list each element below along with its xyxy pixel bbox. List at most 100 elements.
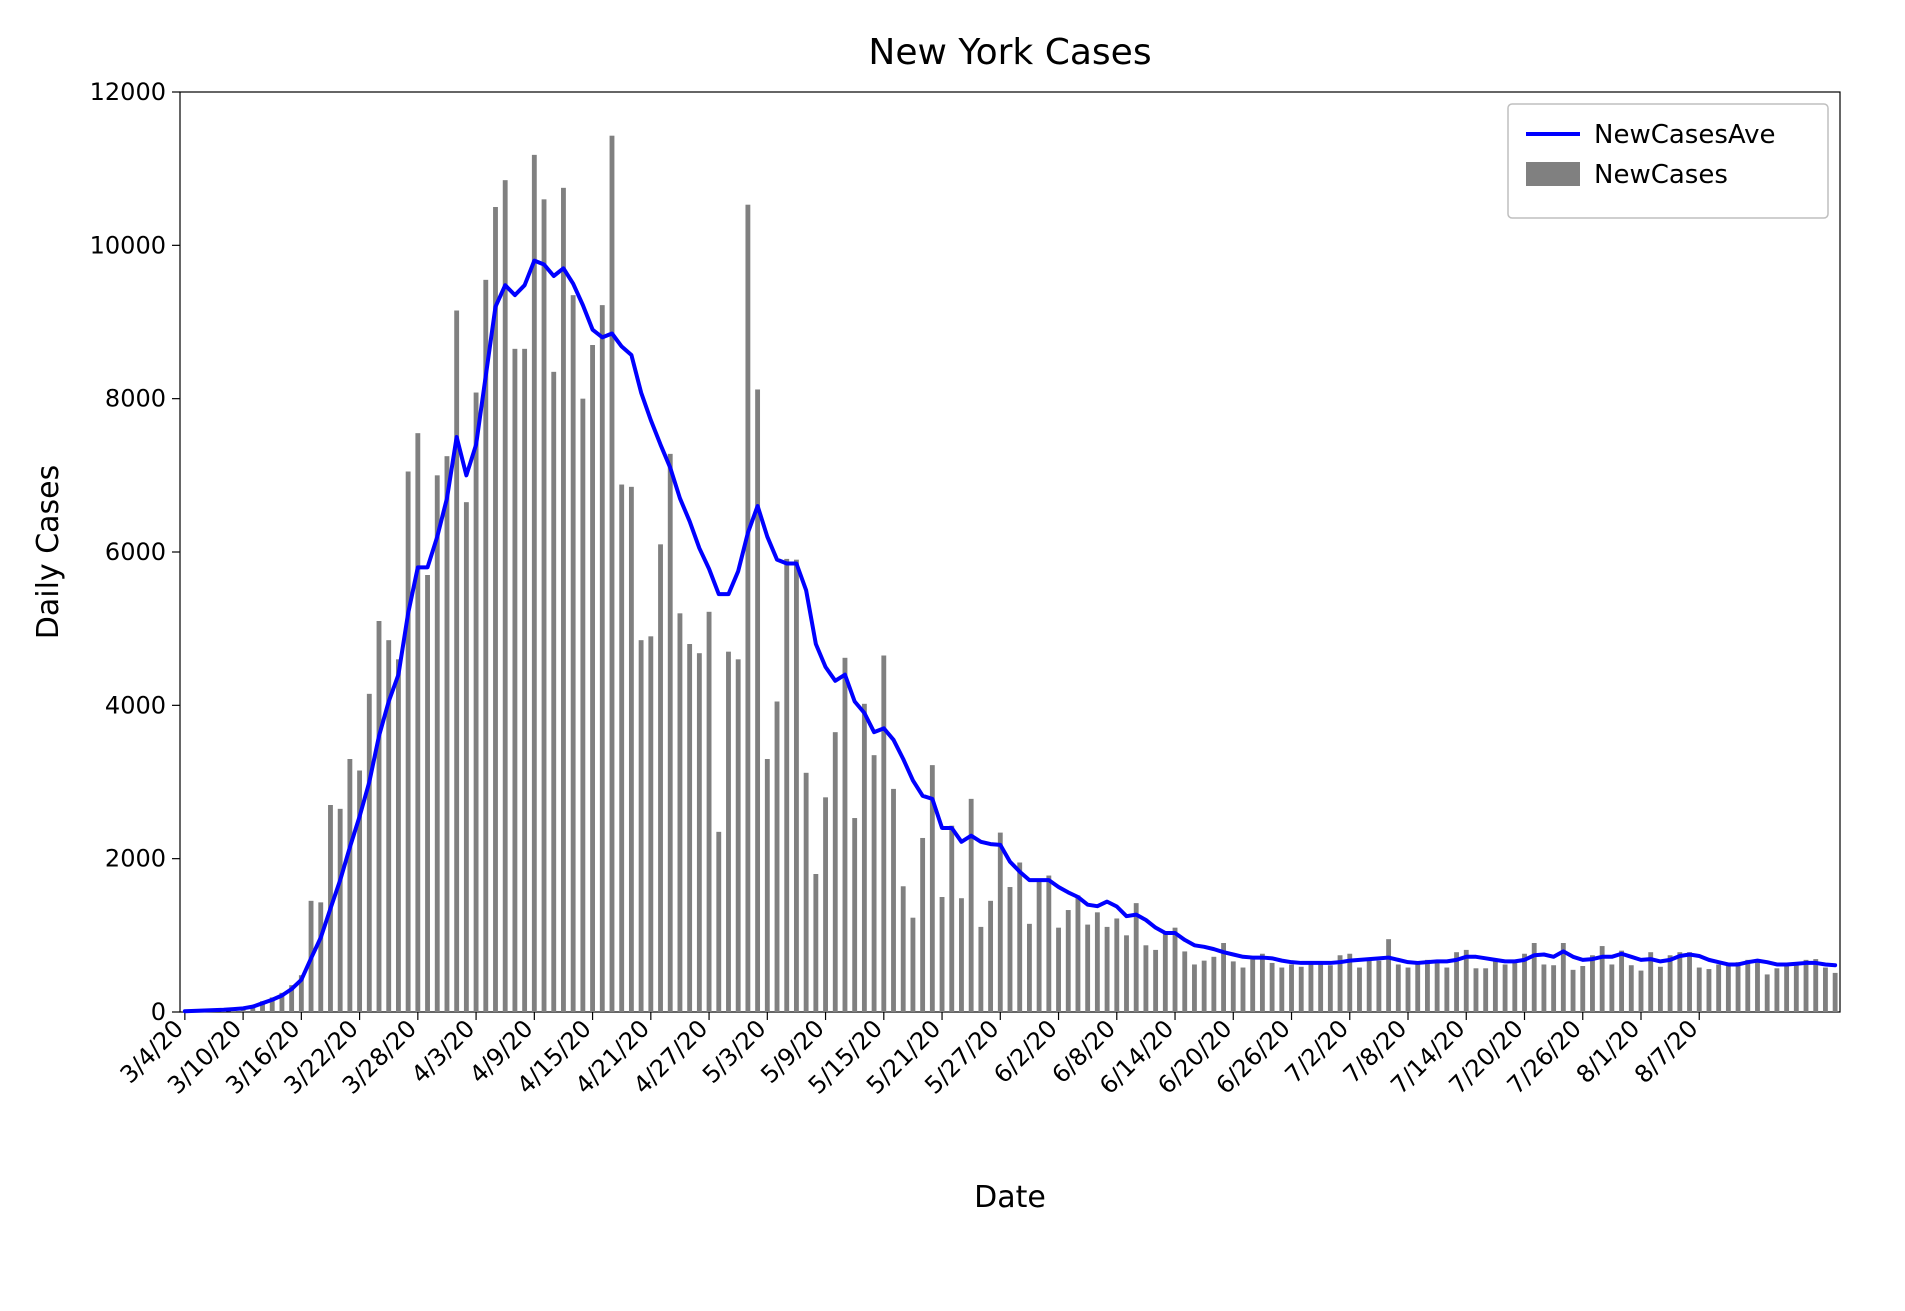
bar <box>580 399 585 1012</box>
bar <box>998 833 1003 1012</box>
bar <box>367 694 372 1012</box>
bar <box>1027 924 1032 1012</box>
bar <box>1425 960 1430 1012</box>
bar <box>755 389 760 1012</box>
bar <box>1435 961 1440 1012</box>
xlabel: Date <box>974 1180 1046 1215</box>
bar <box>1668 955 1673 1012</box>
bar <box>1658 967 1663 1012</box>
bar <box>1571 970 1576 1012</box>
bar <box>1008 887 1013 1012</box>
bar <box>658 544 663 1012</box>
bar <box>1017 863 1022 1013</box>
bar <box>716 832 721 1012</box>
bar <box>532 155 537 1012</box>
bar <box>959 898 964 1012</box>
bar <box>1512 963 1517 1012</box>
bar <box>891 789 896 1012</box>
bar <box>707 612 712 1012</box>
bar <box>940 897 945 1012</box>
bar <box>1736 962 1741 1012</box>
bar <box>804 773 809 1012</box>
bar <box>512 349 517 1012</box>
bar <box>843 658 848 1012</box>
bar <box>522 349 527 1012</box>
bar <box>1406 968 1411 1012</box>
bar <box>1813 959 1818 1012</box>
bar <box>1309 963 1314 1012</box>
bar <box>377 621 382 1012</box>
bar <box>1639 971 1644 1012</box>
bar <box>978 927 983 1012</box>
bar <box>639 640 644 1012</box>
bar <box>1202 961 1207 1012</box>
bar <box>1163 932 1168 1013</box>
bar <box>1279 968 1284 1012</box>
bar <box>1085 925 1090 1012</box>
bar <box>1357 968 1362 1012</box>
bar <box>1609 964 1614 1012</box>
bar <box>1328 965 1333 1012</box>
bar <box>1415 964 1420 1012</box>
bar <box>648 636 653 1012</box>
bar <box>872 755 877 1012</box>
bar <box>1037 882 1042 1012</box>
bar <box>794 560 799 1012</box>
bar <box>1804 960 1809 1012</box>
bar <box>1289 964 1294 1012</box>
bar <box>1541 964 1546 1012</box>
bar <box>1143 945 1148 1012</box>
bar <box>610 136 615 1012</box>
ytick-label: 12000 <box>90 78 166 106</box>
bar <box>1270 963 1275 1012</box>
bar <box>1444 968 1449 1012</box>
ytick-label: 10000 <box>90 231 166 259</box>
bar <box>1755 960 1760 1012</box>
bar <box>1687 952 1692 1012</box>
bar <box>852 818 857 1012</box>
bar <box>949 826 954 1012</box>
bar <box>1231 961 1236 1012</box>
bar <box>910 918 915 1012</box>
bar <box>318 902 323 1012</box>
bar <box>1250 958 1255 1012</box>
bar <box>347 759 352 1012</box>
bar <box>1182 951 1187 1012</box>
bar <box>988 901 993 1012</box>
bar <box>1386 939 1391 1012</box>
bar <box>1697 968 1702 1012</box>
bar <box>765 759 770 1012</box>
bar <box>736 659 741 1012</box>
bar <box>1299 967 1304 1012</box>
bar <box>1474 968 1479 1012</box>
bar <box>1784 964 1789 1012</box>
bar <box>745 205 750 1012</box>
ytick-label: 4000 <box>105 691 166 719</box>
bar <box>435 475 440 1012</box>
bar <box>1211 957 1216 1012</box>
bar <box>551 372 556 1012</box>
bar <box>1260 954 1265 1012</box>
bar <box>445 456 450 1012</box>
bar <box>600 305 605 1012</box>
bar <box>920 838 925 1012</box>
bar <box>1056 928 1061 1012</box>
bar <box>678 613 683 1012</box>
bar <box>1046 876 1051 1012</box>
bar <box>619 485 624 1012</box>
legend-bar-swatch <box>1526 162 1580 186</box>
bar <box>1114 918 1119 1012</box>
bar <box>1716 964 1721 1012</box>
bar <box>571 295 576 1012</box>
bar <box>1765 974 1770 1012</box>
bar <box>687 644 692 1012</box>
bar <box>1833 973 1838 1012</box>
bar <box>1619 951 1624 1012</box>
bar <box>415 433 420 1012</box>
bar <box>1483 968 1488 1012</box>
bar <box>1745 960 1750 1012</box>
bar <box>1823 968 1828 1012</box>
bar <box>542 199 547 1012</box>
chart-svg: 0200040006000800010000120003/4/203/10/20… <box>20 20 1905 1311</box>
bar <box>1493 961 1498 1012</box>
